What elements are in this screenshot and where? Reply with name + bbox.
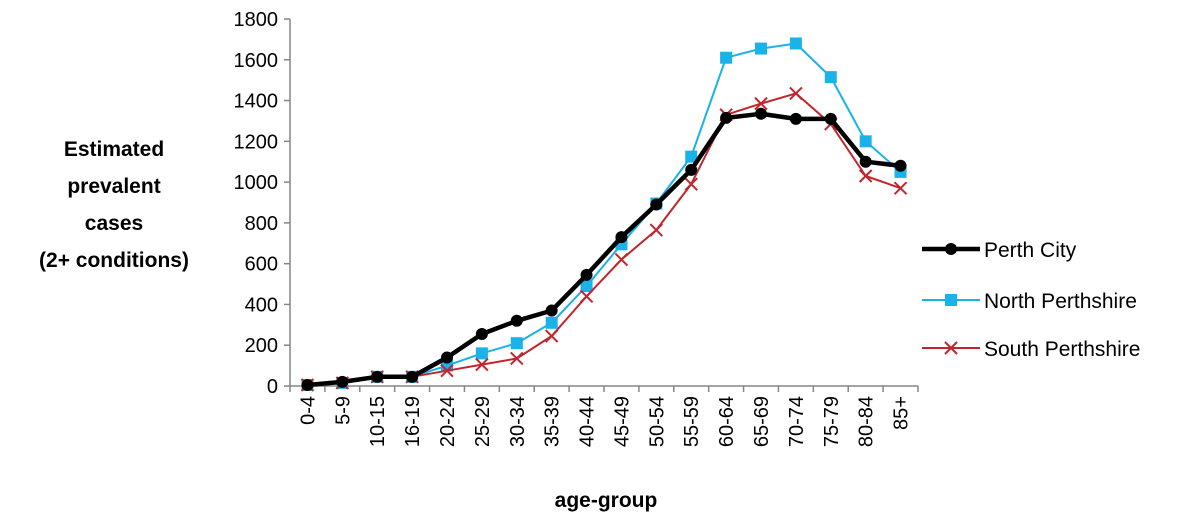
y-tick-label: 1200 bbox=[234, 131, 279, 153]
y-tick-label: 800 bbox=[245, 213, 278, 235]
data-point bbox=[510, 314, 523, 327]
legend-label: North Perthshire bbox=[984, 290, 1137, 313]
x-tick-labels: 0-4 5-9 10-15 16-19 20-24 25-29 30-34 35-39 40-4… bbox=[297, 396, 912, 447]
data-point bbox=[685, 150, 698, 163]
legend-label: South Perthshire bbox=[984, 338, 1140, 361]
data-point bbox=[894, 159, 907, 172]
data-point bbox=[406, 370, 419, 383]
data-point bbox=[579, 289, 594, 303]
x-tick-label: 5-9 bbox=[332, 396, 354, 425]
legend-marker bbox=[945, 243, 957, 255]
data-point bbox=[789, 86, 803, 101]
data-point bbox=[755, 42, 767, 55]
series-north-perthshire bbox=[301, 37, 907, 391]
x-tick-label: 45-49 bbox=[611, 396, 633, 447]
x-tick-label: 85+ bbox=[891, 396, 913, 430]
data-point bbox=[580, 280, 593, 293]
data-point bbox=[650, 198, 663, 211]
data-point bbox=[755, 107, 767, 120]
data-point bbox=[789, 112, 802, 125]
data-point bbox=[614, 252, 629, 267]
x-axis-title: age-group bbox=[555, 489, 658, 512]
x-tick-label: 25-29 bbox=[472, 396, 494, 447]
data-point bbox=[858, 169, 873, 183]
data-point bbox=[824, 112, 837, 125]
x-tick-label: 40-44 bbox=[577, 396, 599, 447]
x-tick-label: 35-39 bbox=[542, 396, 564, 447]
data-point bbox=[824, 71, 837, 84]
data-point bbox=[544, 329, 559, 343]
data-point bbox=[893, 181, 908, 195]
series-line bbox=[307, 92, 901, 386]
series-lines bbox=[300, 37, 908, 392]
series-line bbox=[307, 42, 902, 386]
x-tick-label: 80-84 bbox=[856, 396, 878, 447]
data-point bbox=[685, 163, 698, 176]
legend-item-south-perthshire: South Perthshire bbox=[922, 338, 1140, 361]
y-tick-label: 1600 bbox=[234, 50, 279, 72]
x-tick-label: 65-69 bbox=[751, 396, 773, 447]
y-tick-label: 600 bbox=[245, 254, 278, 276]
series-perth-city bbox=[301, 107, 907, 391]
x-tick-label: 75-79 bbox=[821, 396, 843, 447]
data-point bbox=[301, 378, 314, 391]
axes bbox=[284, 18, 919, 392]
data-point bbox=[371, 370, 384, 383]
data-point bbox=[754, 96, 768, 111]
legend: Perth City North Perthshire South Perthshi… bbox=[922, 239, 1140, 361]
data-point bbox=[336, 375, 349, 388]
data-point bbox=[510, 337, 523, 350]
y-tick-labels: 0 200 400 600 800 1000 1200 1400 1600 1800 bbox=[234, 9, 279, 398]
y-axis-title-line-4: (2+ conditions) bbox=[39, 249, 189, 272]
data-point bbox=[475, 357, 489, 372]
legend-item-north-perthshire: North Perthshire bbox=[922, 290, 1137, 313]
y-axis-title: Estimated prevalent cases (2+ conditions… bbox=[39, 138, 189, 272]
data-point bbox=[440, 364, 454, 378]
y-tick-label: 1000 bbox=[234, 172, 279, 194]
series-south-perthshire bbox=[300, 86, 908, 392]
data-point bbox=[720, 111, 733, 124]
x-tick-label: 70-74 bbox=[786, 396, 808, 447]
x-tick-label: 0-4 bbox=[297, 396, 319, 425]
y-tick-label: 1800 bbox=[234, 9, 279, 31]
series-line bbox=[307, 111, 901, 388]
y-tick-label: 1400 bbox=[234, 91, 279, 113]
y-axis-title-line-3: cases bbox=[85, 212, 143, 235]
y-tick-label: 400 bbox=[245, 294, 278, 316]
data-point bbox=[475, 328, 488, 341]
data-point bbox=[649, 223, 664, 237]
data-point bbox=[580, 268, 593, 281]
data-point bbox=[510, 351, 524, 366]
x-tick-label: 30-34 bbox=[507, 396, 529, 447]
x-tick-label: 20-24 bbox=[437, 396, 459, 447]
y-axis-title-line-1: Estimated bbox=[64, 138, 164, 161]
y-axis-title-line-2: prevalent bbox=[67, 175, 160, 198]
data-point bbox=[789, 37, 802, 50]
legend-marker bbox=[944, 341, 958, 355]
legend-label: Perth City bbox=[984, 239, 1077, 262]
data-point bbox=[684, 177, 698, 191]
data-point bbox=[859, 155, 872, 168]
legend-item-perth-city: Perth City bbox=[922, 239, 1077, 262]
y-tick-label: 0 bbox=[267, 376, 278, 398]
data-point bbox=[441, 351, 453, 364]
x-tick-label: 10-15 bbox=[367, 396, 389, 447]
x-tick-label: 50-54 bbox=[646, 396, 668, 447]
x-tick-label: 60-64 bbox=[716, 396, 738, 447]
legend-marker bbox=[945, 294, 957, 306]
data-point bbox=[720, 51, 733, 64]
data-point bbox=[545, 304, 558, 317]
y-tick-label: 200 bbox=[245, 335, 278, 357]
data-point bbox=[615, 231, 628, 244]
data-point bbox=[545, 316, 558, 329]
x-tick-label: 55-59 bbox=[681, 396, 703, 447]
data-point bbox=[475, 347, 488, 360]
x-tick-label: 16-19 bbox=[402, 396, 424, 447]
data-point bbox=[859, 135, 872, 148]
